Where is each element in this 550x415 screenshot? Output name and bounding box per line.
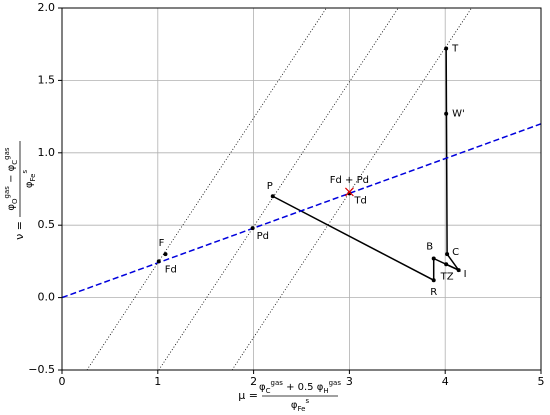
y-tick-label: −0.5 xyxy=(28,363,55,376)
label-denominator: φFes xyxy=(21,170,37,189)
marker xyxy=(344,187,354,197)
point xyxy=(431,256,436,261)
point xyxy=(163,252,168,257)
point xyxy=(250,226,255,231)
x-tick-label: 5 xyxy=(538,375,545,388)
point-label: Pd xyxy=(257,231,269,242)
point xyxy=(270,194,275,199)
point-label: W' xyxy=(452,109,465,120)
x-tick-label: 2 xyxy=(250,375,257,388)
point xyxy=(456,268,461,273)
point-label: T xyxy=(451,44,459,55)
y-tick-label: 0.5 xyxy=(38,218,56,231)
point xyxy=(431,278,436,283)
x-tick-label: 3 xyxy=(346,375,353,388)
plot-frame xyxy=(61,7,542,371)
point xyxy=(444,111,449,116)
point xyxy=(156,259,161,264)
point-label: I xyxy=(464,269,467,280)
point-label: C xyxy=(452,247,459,258)
point-label: P xyxy=(267,181,273,192)
point xyxy=(444,262,449,267)
x-tick-label: 4 xyxy=(442,375,449,388)
point-label: R xyxy=(430,287,437,298)
line xyxy=(231,8,472,370)
line xyxy=(445,263,459,271)
point-label: Fd xyxy=(165,264,177,275)
label-lhs: μ = xyxy=(238,389,258,402)
y-tick-label: 1.5 xyxy=(38,73,56,86)
point-label: TZ xyxy=(440,271,454,282)
line xyxy=(62,123,541,299)
point xyxy=(445,252,450,257)
label-numerator: φOgas − φCgas xyxy=(3,147,19,210)
line xyxy=(86,8,327,370)
x-axis-label: μ =φCgas + 0.5 φHgas φFes xyxy=(238,379,341,413)
x-tick-label: 1 xyxy=(154,375,161,388)
point-label: F xyxy=(159,238,165,249)
point xyxy=(444,46,449,51)
y-tick-label: 2.0 xyxy=(38,1,56,14)
label-denominator: φFes xyxy=(291,397,310,413)
label-numerator: φCgas + 0.5 φHgas xyxy=(259,379,341,395)
label-lhs: ν = xyxy=(13,221,26,240)
marker-label: Fd + Pd xyxy=(330,175,369,186)
x-tick-label: 0 xyxy=(59,375,66,388)
point-label: Td xyxy=(353,195,366,206)
point-label: B xyxy=(426,242,433,253)
y-tick-label: 1.0 xyxy=(38,146,56,159)
line xyxy=(158,8,399,370)
y-tick-label: 0.0 xyxy=(38,291,56,304)
